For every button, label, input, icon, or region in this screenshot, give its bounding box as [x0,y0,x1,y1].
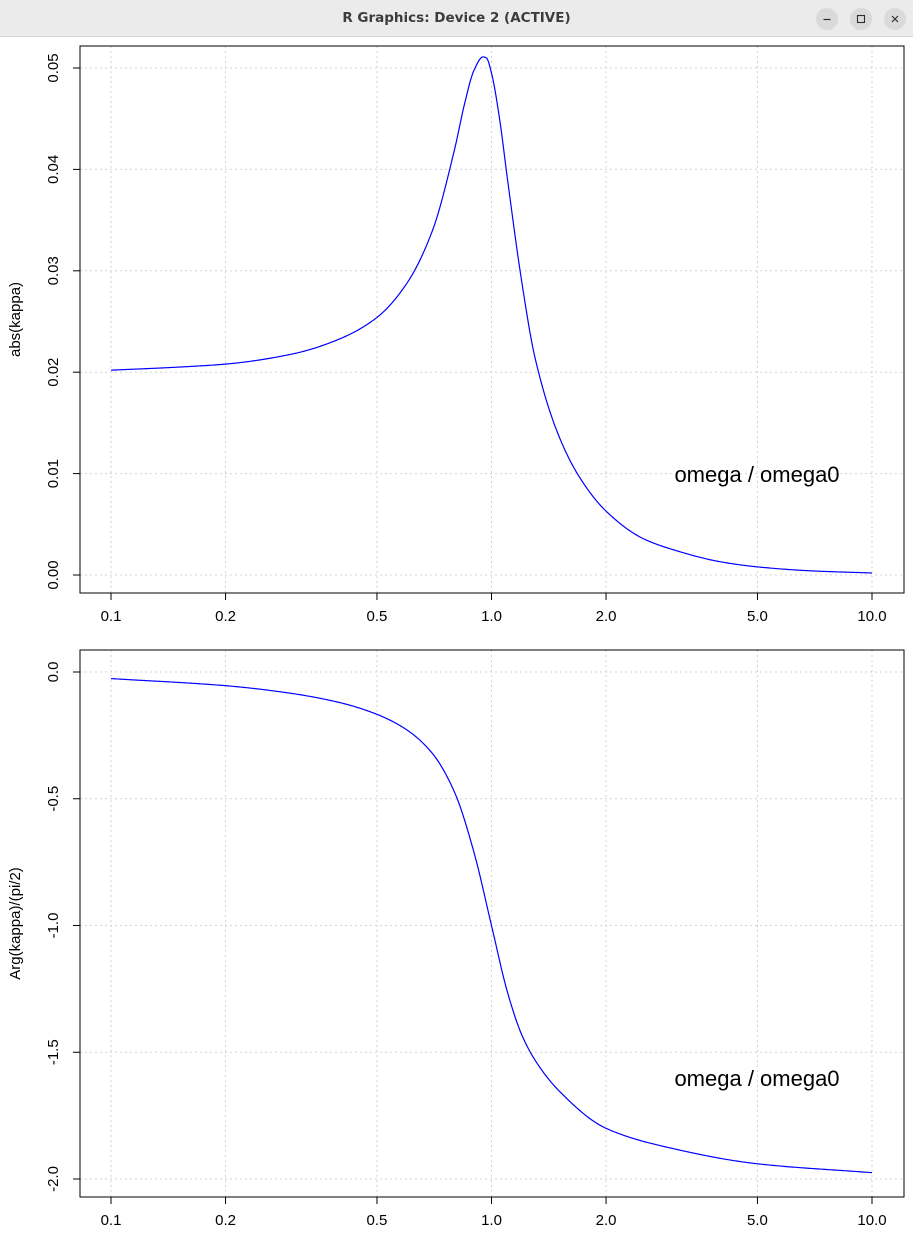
x-tick-label: 10.0 [857,608,886,625]
y-tick-label: -1.0 [45,913,62,939]
y-tick-label: 0.00 [45,560,62,589]
x-tick-label: 2.0 [596,1212,617,1229]
y-tick-label: 0.04 [45,155,62,184]
x-tick-label: 0.5 [367,1212,388,1229]
x-tick-label: 1.0 [481,608,502,625]
series-line [110,56,873,574]
y-axis-label: Arg(kappa)/(pi/2) [7,867,24,980]
x-tick-label: 1.0 [481,1212,502,1229]
x-tick-label: 0.1 [101,1212,122,1229]
magnitude-chart: 0.1 0.2 0.5 1.0 2.0 5.0 10.0 0.00 0.01 0.02 0.03 0.… [7,45,905,625]
maximize-button[interactable] [850,8,872,30]
annotation-text: omega / omega0 [674,1066,839,1091]
window-title: R Graphics: Device 2 (ACTIVE) [342,10,571,26]
series-line [110,677,873,1174]
plot-frame [79,45,905,594]
y-tick-label: 0.05 [45,53,62,82]
plot-frame [79,649,905,1198]
x-tick-label: 0.1 [101,608,122,625]
y-tick-label: -0.5 [45,786,62,812]
y-tick-label: 0.02 [45,358,62,387]
x-tick-label: 2.0 [596,608,617,625]
minimize-button[interactable] [816,8,838,30]
maximize-icon [856,14,866,24]
x-tick-label: 5.0 [747,608,768,625]
x-tick-label: 0.5 [367,608,388,625]
y-axis-label: abs(kappa) [7,282,24,357]
x-tick-label: 10.0 [857,1212,886,1229]
x-tick-label: 0.2 [215,1212,236,1229]
y-tick-label: -1.5 [45,1039,62,1065]
minimize-icon [823,18,831,21]
x-tick-label: 5.0 [747,1212,768,1229]
y-tick-label: -2.0 [45,1166,62,1192]
phase-chart: 0.1 0.2 0.5 1.0 2.0 5.0 10.0 0.0 -0.5 -1.0 -1.5 -2.… [7,649,905,1229]
plot-area: 0.1 0.2 0.5 1.0 2.0 5.0 10.0 0.00 0.01 0.02 0.03 0.… [0,37,913,1245]
close-icon [891,15,899,23]
annotation-text: omega / omega0 [674,462,839,487]
title-bar[interactable]: R Graphics: Device 2 (ACTIVE) [0,0,913,37]
y-tick-label: 0.03 [45,256,62,285]
y-tick-label: 0.0 [45,662,62,683]
y-tick-label: 0.01 [45,459,62,488]
close-button[interactable] [884,8,906,30]
x-tick-label: 0.2 [215,608,236,625]
